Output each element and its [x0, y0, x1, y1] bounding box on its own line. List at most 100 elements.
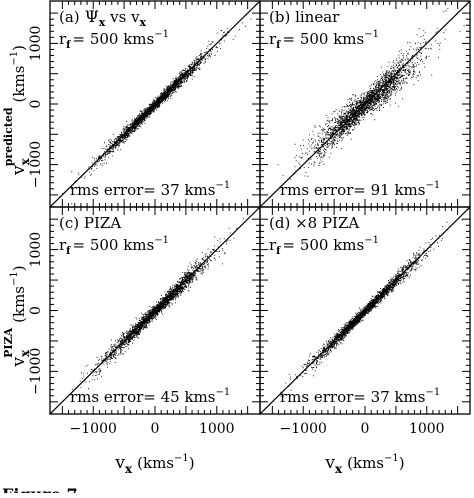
rms-error-label: rms error= 37 kms−1 [280, 387, 440, 406]
diagonal-line [50, 1, 260, 207]
x-axis-title-left-var: v [114, 453, 125, 473]
rms-error-exp: −1 [215, 180, 230, 191]
x-tick-label: 0 [361, 421, 370, 437]
panel-title-symbol: Ψ [80, 7, 99, 26]
x-axis-title-left-unit-close: ) [189, 454, 195, 472]
y-axis-title-bottom: vxPIZA (kms−1) [2, 265, 32, 367]
rf-sub: f [276, 246, 281, 257]
rms-error-exp: −1 [425, 387, 440, 398]
panel-title: (a) Ψx vs vx [59, 7, 147, 29]
rms-error-text: rms error= 37 kms [70, 181, 215, 199]
panel-title-text: PIZA [79, 214, 121, 232]
panel-title-var: v [126, 8, 140, 26]
smoothing-radius-label: rf = 500 kms−1 [59, 235, 169, 257]
x-tick-label: −1000 [280, 421, 327, 437]
y-axis-title-top-sub: x [18, 157, 32, 165]
panel-title-text: linear [290, 8, 340, 26]
axis-ticks [50, 207, 260, 414]
x-axis-title-left-unit-exp: −1 [174, 453, 189, 464]
y-tick-label: −1000 [28, 141, 44, 188]
axis-ticks [260, 1, 470, 207]
scatter-points [280, 209, 469, 397]
panel-letter: (b) [269, 8, 290, 26]
y-axis-title-bottom-unit-close: ) [10, 265, 28, 271]
caption-fragment: Figure 7 [2, 485, 78, 493]
rf-value: = 500 kms [72, 30, 154, 48]
rf-value: = 500 kms [282, 236, 364, 254]
rf-exp: −1 [364, 235, 379, 246]
rf-sub: f [276, 40, 281, 51]
panel-title-symbol-sub: x [99, 16, 106, 29]
scatter-points [260, 5, 467, 191]
scatter-point-cloud [62, 1, 257, 205]
y-axis-title-top: vxpredicted (kms−1) [2, 45, 32, 176]
rms-error-exp: −1 [215, 387, 230, 398]
y-tick-label: 0 [28, 306, 44, 315]
y-tick-label: 1000 [28, 232, 44, 268]
x-tick-label: 0 [151, 421, 160, 437]
x-axis-title-left: vx (kms−1) [114, 453, 194, 476]
rf-sub: f [66, 246, 71, 257]
rms-error-label: rms error= 45 kms−1 [70, 387, 230, 406]
panel-title-text: vs [105, 8, 126, 26]
rf-symbol: r [269, 236, 277, 254]
y-axis-title-top-var: v [9, 165, 29, 176]
rms-error-text: rms error= 37 kms [280, 388, 425, 406]
scatter-points [62, 1, 257, 205]
panel-letter: (c) [59, 214, 79, 232]
y-axis-title-top-unit: (kms [10, 66, 28, 103]
x-axis-title-left-unit: (kms [137, 454, 174, 472]
panel-title-text: ×8 PIZA [290, 214, 359, 232]
scatter-point-cloud [280, 209, 469, 397]
y-axis-title-bottom-sub: x [18, 349, 32, 357]
axis-ticks [260, 207, 470, 414]
x-axis-title-right-sub: x [335, 462, 343, 476]
diagonal-line [260, 207, 470, 414]
y-axis-title-bottom-var: v [9, 357, 29, 368]
x-axis-title-right-unit-exp: −1 [384, 453, 399, 464]
smoothing-radius-label: rf = 500 kms−1 [269, 29, 379, 51]
panel-title-var-sub: x [140, 16, 147, 29]
y-tick-label: −1000 [28, 348, 44, 395]
x-tick-label: −1000 [70, 421, 117, 437]
rf-value: = 500 kms [282, 30, 364, 48]
panel-title: (b) linear [269, 8, 340, 26]
rms-error-text: rms error= 91 kms [280, 181, 425, 199]
rms-error-label: rms error= 91 kms−1 [280, 180, 440, 199]
y-axis-title-bottom-unit-exp: −1 [9, 271, 20, 286]
rf-symbol: r [59, 30, 67, 48]
panel-title: (c) PIZA [59, 214, 121, 232]
x-axis-title-right-unit-close: ) [399, 454, 405, 472]
rms-error-text: rms error= 45 kms [70, 388, 215, 406]
axis-ticks [50, 1, 260, 207]
panel-letter: (d) [269, 214, 290, 232]
panel-letter: (a) [59, 8, 80, 26]
rf-exp: −1 [154, 235, 169, 246]
x-axis-title-left-sub: x [125, 462, 133, 476]
rf-sub: f [66, 40, 71, 51]
rms-error-exp: −1 [425, 180, 440, 191]
diagonal-line [260, 1, 470, 207]
panel-title: (d) ×8 PIZA [269, 214, 359, 232]
rms-error-label: rms error= 37 kms−1 [70, 180, 230, 199]
x-axis-title-right: vx (kms−1) [324, 453, 404, 476]
y-axis-title-bottom-sup: PIZA [2, 327, 15, 357]
smoothing-radius-label: rf = 500 kms−1 [269, 235, 379, 257]
rf-exp: −1 [364, 29, 379, 40]
x-axis-title-right-unit: (kms [347, 454, 384, 472]
scatter-point-cloud [260, 5, 467, 191]
rf-symbol: r [269, 30, 277, 48]
y-tick-label: 0 [28, 100, 44, 109]
y-axis-title-top-sup: predicted [2, 107, 15, 166]
smoothing-radius-label: rf = 500 kms−1 [59, 29, 169, 51]
y-axis-title-top-unit-close: ) [10, 45, 28, 51]
y-axis-title-top-unit-exp: −1 [9, 51, 20, 66]
x-tick-label: 1000 [409, 421, 445, 437]
y-axis-title-bottom-unit: (kms [10, 286, 28, 323]
diagonal-line [50, 207, 260, 414]
